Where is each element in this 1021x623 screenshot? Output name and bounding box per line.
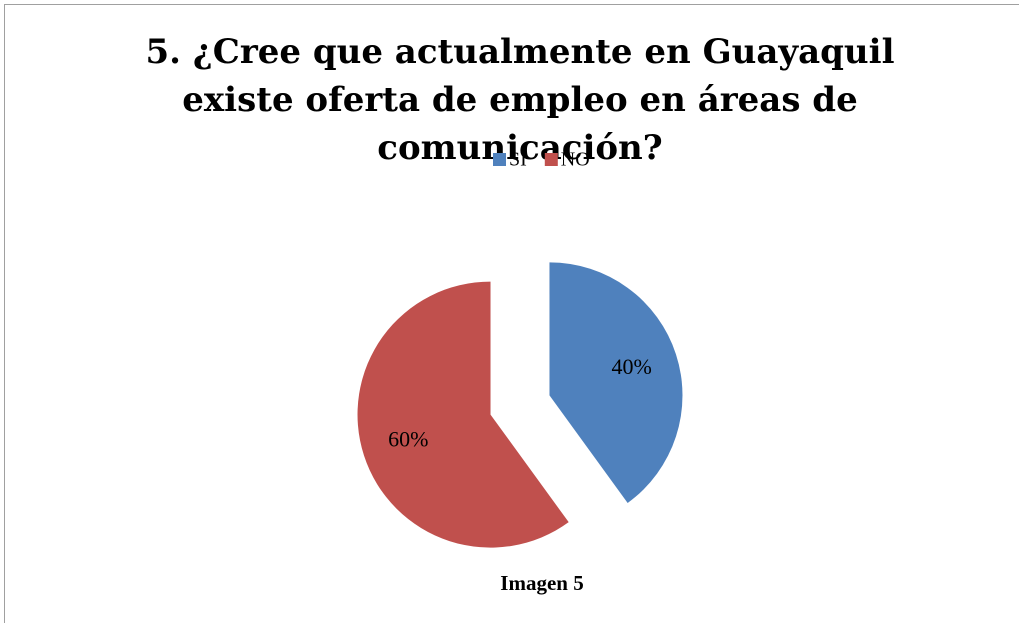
pie-slice bbox=[549, 262, 683, 504]
pie-slice bbox=[357, 281, 569, 548]
legend-label: NO bbox=[561, 149, 590, 171]
legend-label: SI bbox=[509, 149, 527, 171]
chart-title: 5. ¿Cree que actualmente en Guayaquil ex… bbox=[145, 32, 895, 168]
legend-swatch bbox=[544, 153, 558, 166]
caption: Imagen 5 bbox=[500, 571, 583, 595]
chart-frame bbox=[4, 4, 1019, 623]
data-label: 40% bbox=[612, 354, 652, 379]
legend-swatch bbox=[493, 153, 506, 166]
data-label: 60% bbox=[388, 426, 428, 451]
